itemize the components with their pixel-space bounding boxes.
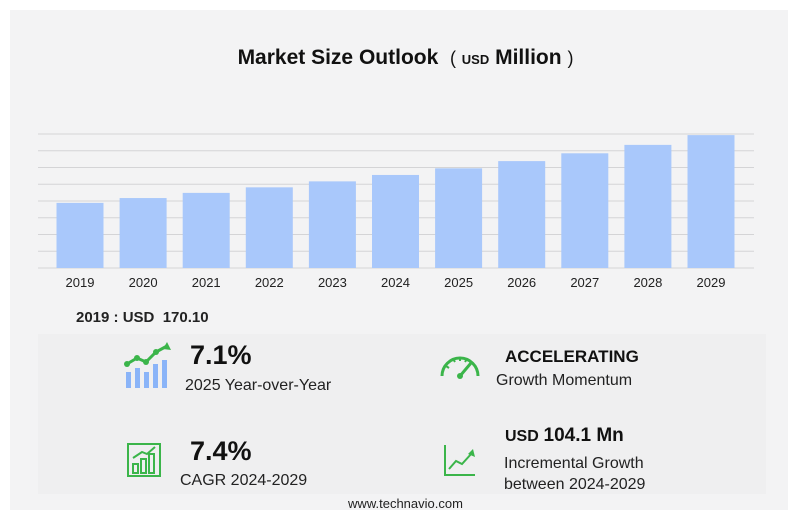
baseline-label: 2019 : USD xyxy=(76,309,155,326)
x-tick-label-2026: 2026 xyxy=(507,275,536,290)
bar-chart: 2019 2020 2021 2022 2023 2024 2025 2026 2027 2028… xyxy=(38,133,754,290)
x-tick-label-2019: 2019 xyxy=(66,275,95,290)
yoy-label: 2025 Year-over-Year xyxy=(185,377,332,394)
cagr-label: CAGR 2024-2029 xyxy=(180,472,308,489)
momentum-label: Growth Momentum xyxy=(496,372,633,389)
x-tick-label-2028: 2028 xyxy=(633,275,662,290)
bar-2027 xyxy=(561,153,609,268)
title-unit-big: Million xyxy=(495,46,562,69)
incremental-amount: 104.1 Mn xyxy=(543,425,624,446)
bar-2028 xyxy=(624,144,672,268)
incremental-value: USD 104.1 Mn xyxy=(505,425,624,447)
title-open-paren: ( xyxy=(449,48,456,68)
baseline-value: 170.10 xyxy=(162,309,209,326)
x-tick-label-2021: 2021 xyxy=(192,275,221,290)
line-chart-up-icon xyxy=(444,445,475,476)
footer-source: www.technavio.com xyxy=(348,496,463,511)
x-tick-label-2023: 2023 xyxy=(318,275,347,290)
title-unit-small: USD xyxy=(461,52,490,67)
incremental-label-line2: between 2024-2029 xyxy=(504,476,646,493)
incremental-label-line1: Incremental Growth xyxy=(504,455,644,472)
bar-2029 xyxy=(687,135,735,268)
bar-2026 xyxy=(498,161,546,268)
yoy-value: 7.1% xyxy=(190,340,252,370)
bar-2019 xyxy=(56,202,104,268)
bar-2023 xyxy=(308,181,356,268)
momentum-value: ACCELERATING xyxy=(505,347,639,366)
x-tick-label-2029: 2029 xyxy=(697,275,726,290)
baseline-note: 2019 : USD 170.10 xyxy=(76,309,209,326)
cagr-value: 7.4% xyxy=(190,436,252,466)
x-tick-label-2020: 2020 xyxy=(129,275,158,290)
title-close-paren: ) xyxy=(567,48,574,68)
bar-chart-up-icon xyxy=(127,443,161,477)
incremental-currency: USD xyxy=(505,428,539,445)
bar-2025 xyxy=(435,168,483,268)
x-tick-label-2022: 2022 xyxy=(255,275,284,290)
bars xyxy=(56,135,735,268)
bar-2022 xyxy=(245,187,293,268)
bar-line-growth-icon xyxy=(124,342,171,388)
speedometer-icon xyxy=(440,356,480,379)
x-tick-label-2024: 2024 xyxy=(381,275,410,290)
chart-title: Market Size Outlook ( USD Million ) xyxy=(0,46,811,70)
x-tick-label-2027: 2027 xyxy=(570,275,599,290)
bar-2024 xyxy=(372,174,419,268)
x-tick-label-2025: 2025 xyxy=(444,275,473,290)
bar-2020 xyxy=(119,198,167,268)
bar-2021 xyxy=(182,192,230,268)
chart-title-main: Market Size Outlook xyxy=(237,46,439,69)
x-tick-labels: 2019 2020 2021 2022 2023 2024 2025 2026 2027 2028… xyxy=(66,275,726,290)
